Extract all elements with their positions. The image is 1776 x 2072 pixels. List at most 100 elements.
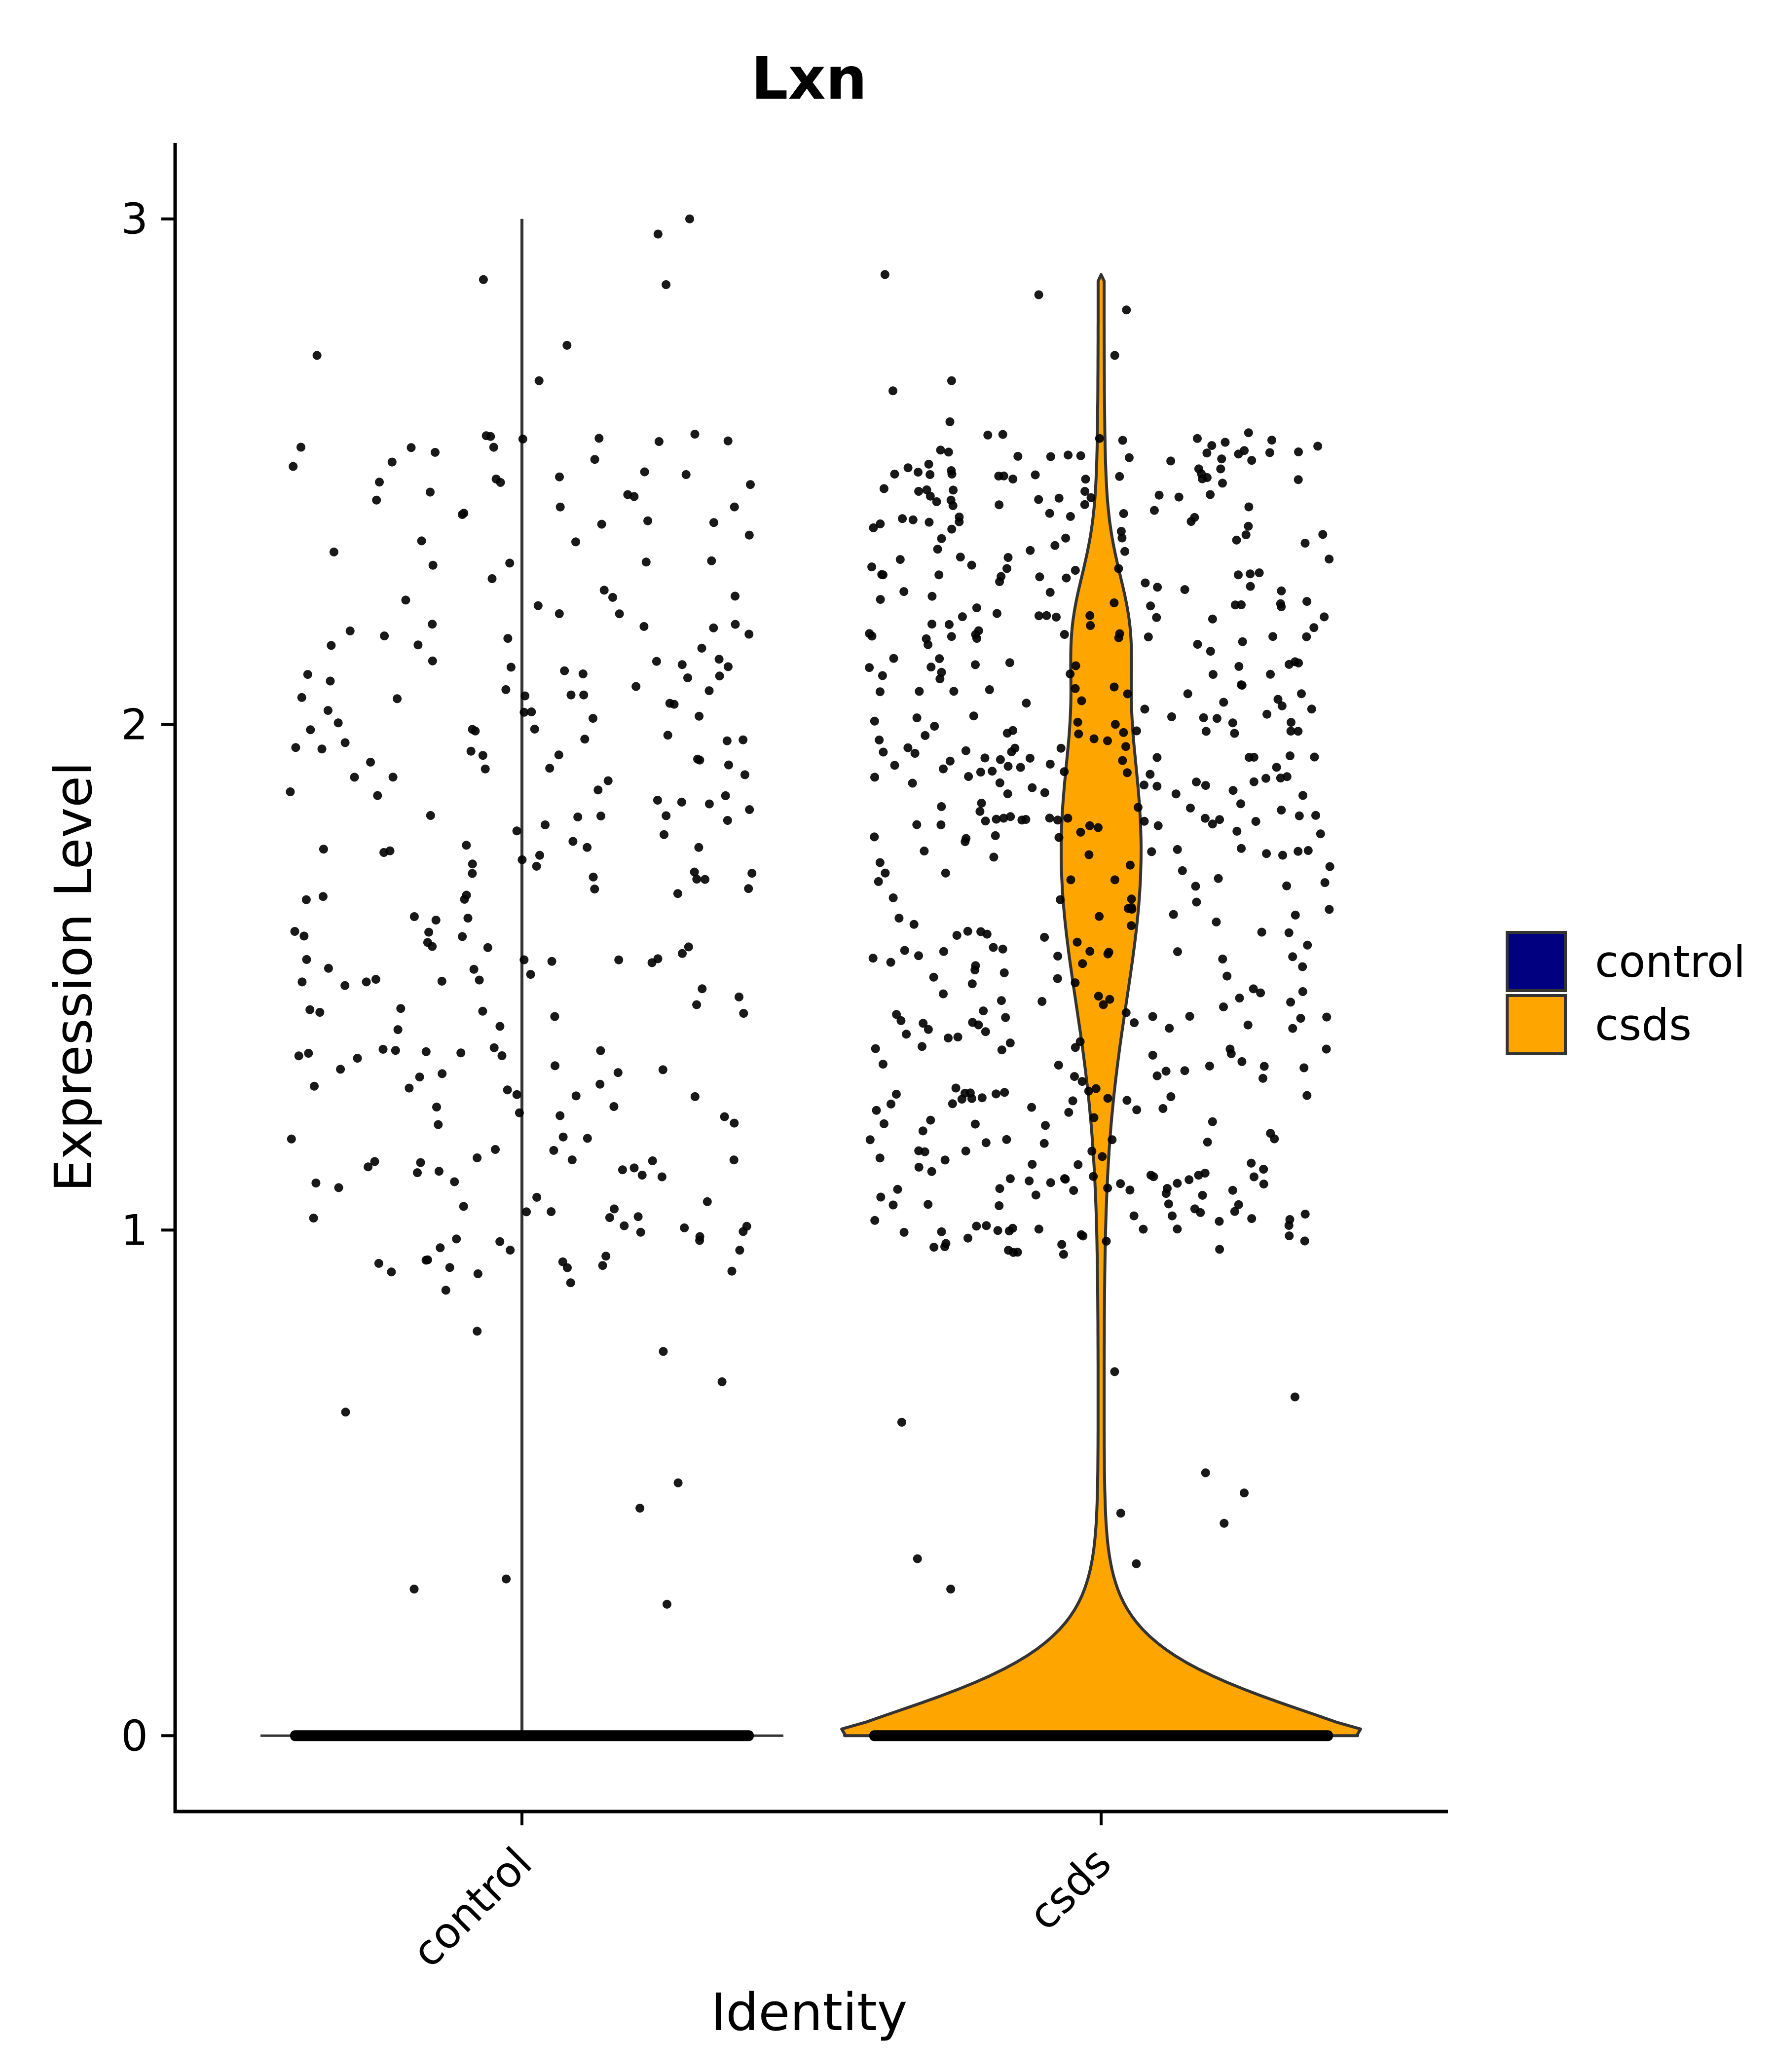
data-point <box>459 509 469 518</box>
data-point <box>362 977 371 987</box>
legend-label-csds: csds <box>1595 999 1692 1050</box>
data-point <box>327 641 336 650</box>
data-point <box>693 754 702 764</box>
data-point <box>912 713 922 723</box>
data-point <box>1034 495 1043 504</box>
data-point <box>560 666 569 675</box>
data-point <box>1212 714 1221 723</box>
data-point <box>974 1020 983 1030</box>
data-point <box>963 1233 972 1243</box>
data-point <box>1240 1488 1249 1498</box>
data-point <box>1208 670 1218 679</box>
data-point <box>579 690 589 700</box>
data-point <box>1071 684 1080 693</box>
data-point <box>1219 1002 1228 1011</box>
data-point <box>1039 1139 1049 1148</box>
data-point <box>501 685 511 694</box>
data-point <box>1005 1038 1015 1048</box>
data-point <box>428 656 437 666</box>
data-point <box>1054 833 1064 842</box>
data-point <box>929 1243 939 1252</box>
data-point <box>677 660 687 669</box>
data-point <box>1071 566 1080 575</box>
data-point <box>1034 611 1043 621</box>
data-point <box>927 620 936 629</box>
data-point <box>1003 789 1012 799</box>
data-point <box>1054 1061 1063 1070</box>
data-point <box>1089 734 1099 743</box>
data-point <box>426 811 435 820</box>
data-point <box>1180 585 1189 594</box>
data-point <box>503 1085 512 1095</box>
data-point <box>878 671 887 680</box>
data-point <box>566 1278 575 1288</box>
data-point <box>341 1407 350 1417</box>
data-point <box>995 778 1004 787</box>
data-point <box>1165 1024 1174 1033</box>
data-point <box>432 1103 441 1111</box>
data-point <box>299 931 309 941</box>
data-point <box>976 927 986 936</box>
data-point <box>692 875 702 884</box>
data-point <box>463 914 473 923</box>
data-point <box>717 1377 727 1386</box>
data-point <box>1277 586 1286 595</box>
data-point <box>880 270 889 279</box>
data-point <box>571 1091 581 1101</box>
data-point <box>969 711 978 721</box>
data-point <box>416 1158 425 1167</box>
data-point <box>948 1099 957 1109</box>
data-point <box>1183 689 1192 699</box>
data-point <box>1256 988 1265 998</box>
data-point <box>1060 630 1069 639</box>
data-point <box>614 955 624 964</box>
data-point <box>1303 846 1313 855</box>
data-point <box>1119 728 1128 737</box>
data-point <box>1129 1211 1139 1221</box>
data-point <box>945 756 955 766</box>
data-point <box>558 1132 568 1142</box>
data-point <box>306 725 315 735</box>
data-point <box>1059 1250 1068 1259</box>
data-point <box>1085 821 1094 830</box>
data-point <box>636 1227 645 1237</box>
data-point <box>1056 743 1066 753</box>
data-point <box>997 1045 1006 1055</box>
data-point <box>345 626 355 635</box>
data-point <box>1007 747 1016 756</box>
data-point <box>731 620 740 629</box>
data-point <box>1084 1086 1093 1096</box>
data-point <box>869 523 878 532</box>
data-point <box>1222 971 1232 981</box>
data-point <box>1025 753 1035 763</box>
data-point <box>334 1183 343 1192</box>
data-point <box>1118 436 1127 445</box>
data-point <box>992 814 1001 824</box>
data-point <box>1285 660 1294 669</box>
data-point <box>598 1261 607 1270</box>
data-point <box>1005 658 1014 667</box>
data-point <box>1300 1236 1309 1246</box>
data-point <box>1251 817 1260 826</box>
data-point <box>1262 849 1271 858</box>
data-point <box>1200 1169 1210 1178</box>
data-point <box>1173 1224 1182 1234</box>
data-point <box>1123 689 1132 699</box>
data-point <box>914 951 923 961</box>
data-point <box>1045 814 1054 823</box>
data-point <box>1132 1559 1141 1568</box>
data-point <box>491 1145 500 1154</box>
data-point <box>926 1115 935 1125</box>
data-point <box>983 430 993 440</box>
data-point <box>1168 1211 1177 1221</box>
data-point <box>1152 613 1161 622</box>
data-point <box>1237 600 1246 609</box>
data-point <box>555 472 564 481</box>
data-point <box>633 1212 643 1221</box>
data-point <box>323 706 333 715</box>
data-point <box>1300 539 1310 548</box>
data-point <box>1230 1207 1239 1216</box>
data-point <box>929 972 938 982</box>
data-point <box>1230 729 1239 738</box>
data-point <box>610 1204 619 1214</box>
